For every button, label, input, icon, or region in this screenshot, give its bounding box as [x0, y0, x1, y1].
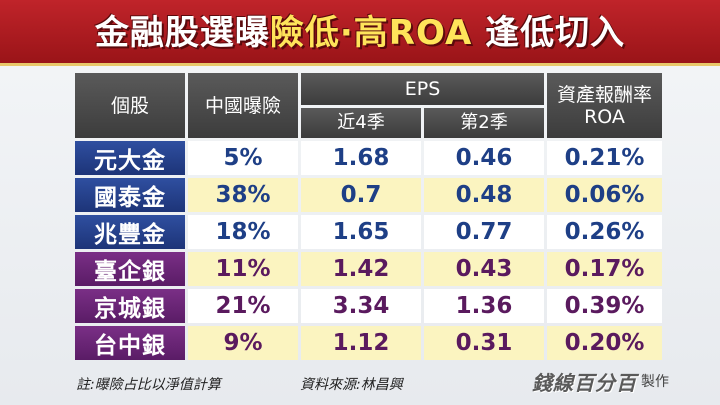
eps-recent-4q-value: 1.42 [301, 252, 421, 286]
title-banner [0, 0, 720, 66]
eps-recent-4q-value: 3.34 [301, 289, 421, 323]
eps-q2-value: 0.77 [424, 215, 544, 249]
brand-logo: 錢線百分百 製作 [532, 366, 669, 396]
header-roa-line-2: ROA [584, 105, 625, 128]
eps-q2-value: 0.43 [424, 252, 544, 286]
china-exposure-value: 11% [188, 252, 298, 286]
eps-q2-value: 1.36 [424, 289, 544, 323]
stock-name: 臺企銀 [75, 252, 185, 286]
china-exposure-value: 38% [188, 178, 298, 212]
china-exposure-value: 18% [188, 215, 298, 249]
eps-recent-4q-value: 1.65 [301, 215, 421, 249]
eps-recent-4q-value: 0.7 [301, 178, 421, 212]
title-part-3: 高ROA [353, 13, 473, 53]
data-source: 資料來源:林昌興 [300, 377, 403, 393]
title-separator: · [339, 13, 354, 53]
roa-value: 0.21% [547, 141, 662, 175]
header-eps-q2: 第2季 [424, 108, 544, 138]
title-part-4: 逢低切入 [472, 13, 626, 53]
roa-value: 0.26% [547, 215, 662, 249]
china-exposure-value: 21% [188, 289, 298, 323]
roa-value: 0.06% [547, 178, 662, 212]
table-row: 京城銀 21% 3.34 1.36 0.39% [75, 289, 662, 323]
table-row: 國泰金 38% 0.7 0.48 0.06% [75, 178, 662, 212]
brand-name: 錢線百分百 [532, 370, 637, 395]
header-eps-recent-4q: 近4季 [301, 108, 421, 138]
table-row: 台中銀 9% 1.12 0.31 0.20% [75, 326, 662, 360]
eps-q2-value: 0.46 [424, 141, 544, 175]
roa-value: 0.39% [547, 289, 662, 323]
header-china-exposure: 中國曝險 [188, 73, 298, 138]
title-part-2: 險低 [269, 13, 340, 53]
china-exposure-value: 5% [188, 141, 298, 175]
financial-stocks-table: 個股 中國曝險 EPS 資產報酬率 ROA 近4季 第2季 元大金 5% 1.6… [72, 70, 665, 363]
roa-value: 0.20% [547, 326, 662, 360]
page-title: 金融股選曝險低·高ROA 逢低切入 [0, 8, 720, 58]
header-roa: 資產報酬率 ROA [547, 73, 662, 138]
eps-q2-value: 0.31 [424, 326, 544, 360]
table-row: 兆豐金 18% 1.65 0.77 0.26% [75, 215, 662, 249]
china-exposure-value: 9% [188, 326, 298, 360]
stock-name: 兆豐金 [75, 215, 185, 249]
stock-name: 台中銀 [75, 326, 185, 360]
stock-name: 京城銀 [75, 289, 185, 323]
footnote: 註:曝險占比以淨值計算 [76, 377, 221, 393]
brand-suffix: 製作 [641, 374, 669, 390]
header-stock: 個股 [75, 73, 185, 138]
table-row: 元大金 5% 1.68 0.46 0.21% [75, 141, 662, 175]
stock-name: 元大金 [75, 141, 185, 175]
eps-q2-value: 0.48 [424, 178, 544, 212]
title-part-1: 金融股選曝 [94, 13, 270, 53]
table-row: 臺企銀 11% 1.42 0.43 0.17% [75, 252, 662, 286]
header-eps: EPS [301, 73, 544, 105]
eps-recent-4q-value: 1.68 [301, 141, 421, 175]
stock-name: 國泰金 [75, 178, 185, 212]
roa-value: 0.17% [547, 252, 662, 286]
header-roa-line-1: 資產報酬率 [556, 83, 652, 106]
eps-recent-4q-value: 1.12 [301, 326, 421, 360]
